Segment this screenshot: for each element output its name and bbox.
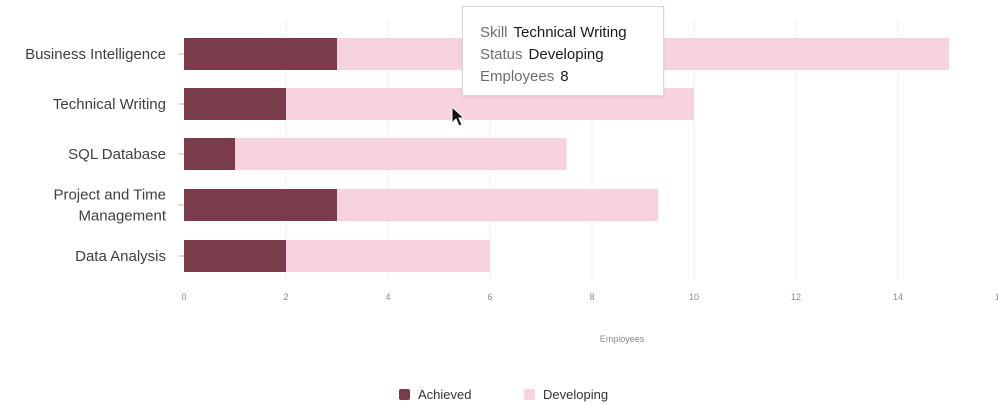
- bar-achieved-business-intelligence[interactable]: [184, 38, 337, 70]
- bar-developing-sql-database[interactable]: [235, 138, 567, 170]
- x-tick-label: 14: [893, 292, 903, 302]
- tooltip-key: Skill: [480, 24, 508, 41]
- x-tick-label: 12: [791, 292, 801, 302]
- legend-label-achieved[interactable]: Achieved: [418, 387, 471, 402]
- category-label: Data Analysis: [75, 248, 166, 265]
- category-label: Project and Time: [53, 187, 166, 204]
- mouse-pointer-icon: [451, 106, 466, 127]
- bar-achieved-technical-writing[interactable]: [184, 88, 286, 120]
- bar-developing-data-analysis[interactable]: [286, 240, 490, 272]
- category-label: Management: [78, 208, 166, 225]
- x-tick-label: 4: [385, 292, 390, 302]
- x-tick-label: 8: [589, 292, 594, 302]
- tooltip-row-skill: Skill Technical Writing: [480, 22, 663, 44]
- x-tick-label: 2: [283, 292, 288, 302]
- bar-achieved-sql-database[interactable]: [184, 138, 235, 170]
- tooltip-value: Developing: [528, 46, 604, 63]
- tooltip-value: 8: [560, 68, 569, 85]
- category-label: Business Intelligence: [25, 46, 166, 63]
- tooltip-row-status: Status Developing: [480, 44, 663, 66]
- x-tick-label: 16: [995, 292, 998, 302]
- tooltip-key: Status: [480, 46, 523, 63]
- legend-swatch-developing[interactable]: [524, 389, 535, 400]
- legend[interactable]: Achieved Developing: [399, 387, 608, 402]
- legend-label-developing[interactable]: Developing: [543, 387, 608, 402]
- x-tick-labels: 0 2 4 6 8 10 12 14 16: [181, 292, 998, 302]
- bar-developing-project-and-time-management[interactable]: [337, 189, 659, 221]
- x-tick-label: 10: [689, 292, 699, 302]
- tooltip-key: Employees: [480, 68, 555, 85]
- tooltip: Skill Technical Writing Status Developing …: [462, 6, 664, 96]
- category-label: SQL Database: [68, 146, 166, 163]
- tooltip-value: Technical Writing: [513, 24, 627, 41]
- category-labels: Business Intelligence Technical Writing SQ…: [25, 46, 184, 265]
- bar-achieved-project-and-time-management[interactable]: [184, 189, 337, 221]
- tooltip-row-employees: Employees 8: [480, 66, 663, 88]
- x-tick-label: 6: [487, 292, 492, 302]
- legend-swatch-achieved[interactable]: [399, 389, 410, 400]
- x-axis-title: Employees: [600, 334, 645, 344]
- bar-achieved-data-analysis[interactable]: [184, 240, 286, 272]
- x-tick-label: 0: [181, 292, 186, 302]
- category-label: Technical Writing: [53, 96, 166, 113]
